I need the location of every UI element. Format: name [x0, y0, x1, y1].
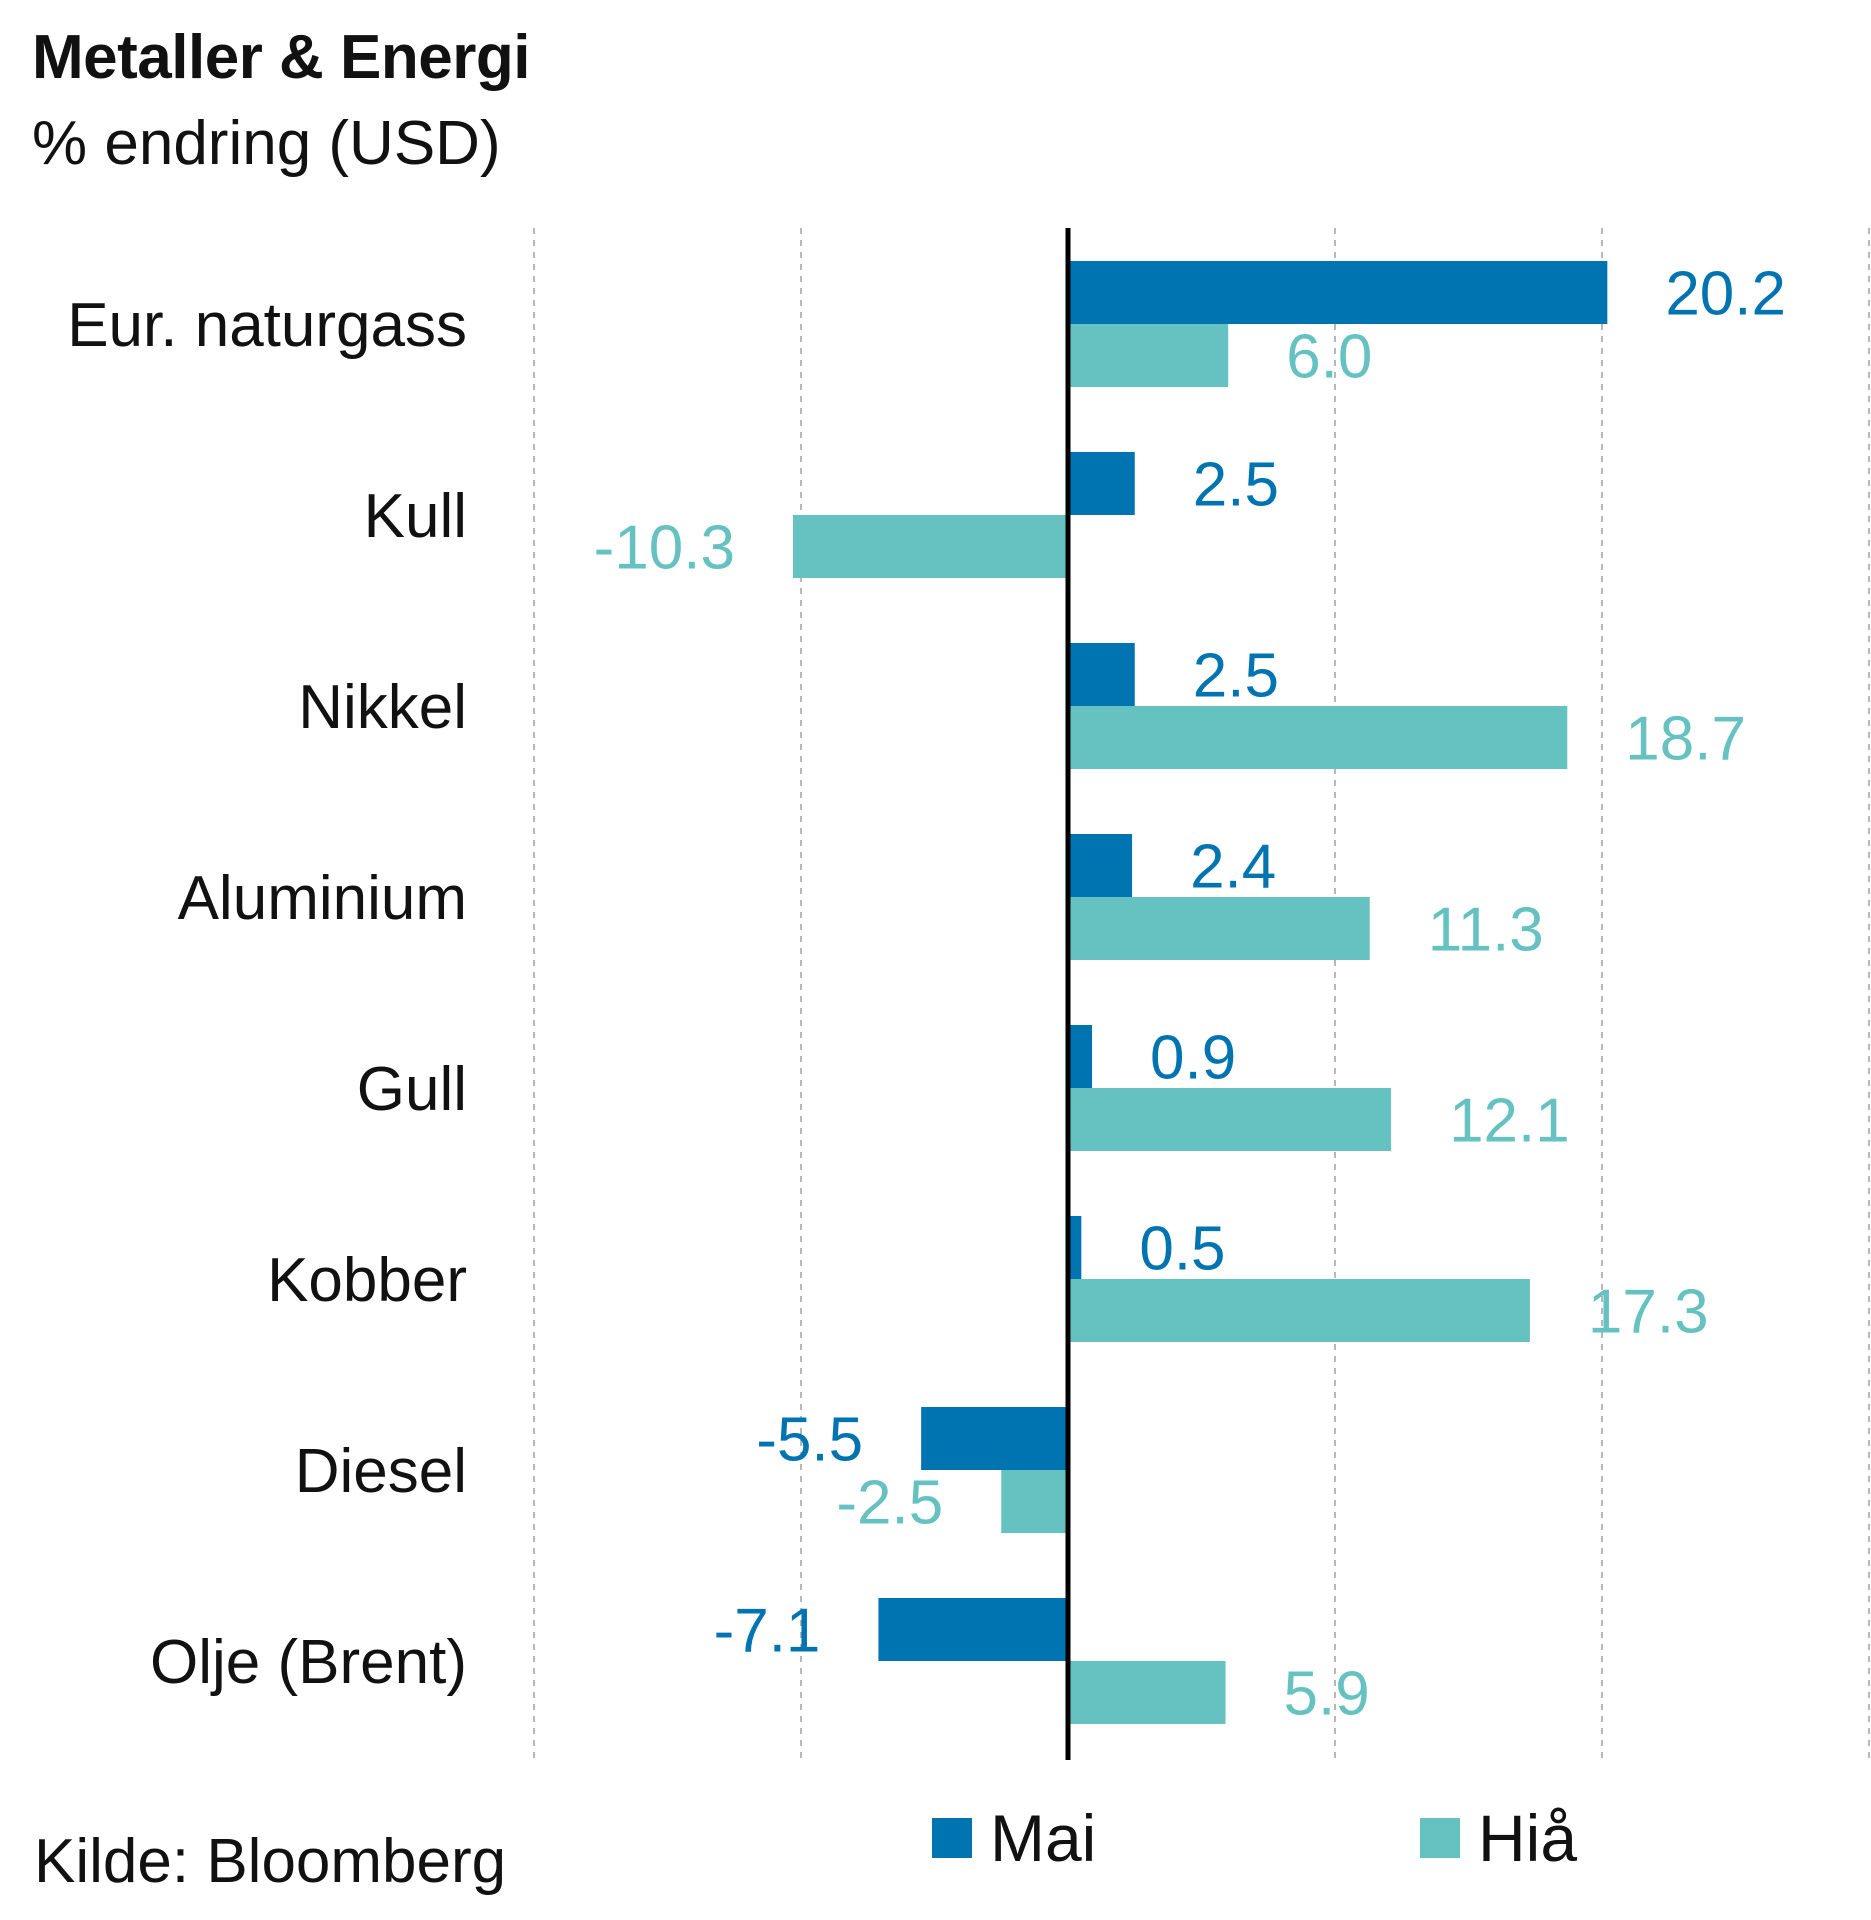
bar-hia: [1068, 897, 1370, 960]
bar-hia: [1068, 1279, 1530, 1342]
data-label-mai: -7.1: [714, 1597, 821, 1666]
bar-hia: [1068, 706, 1568, 769]
category-label: Nikkel: [298, 673, 467, 742]
category-label: Kobber: [267, 1246, 467, 1315]
data-label-mai: 0.5: [1139, 1215, 1225, 1284]
bar-hia: [1068, 324, 1229, 387]
bar-mai: [1068, 1216, 1082, 1279]
category-label: Diesel: [295, 1437, 467, 1506]
legend-item-hia: Hiå: [1420, 1800, 1577, 1876]
chart-title: Metaller & Energi: [32, 23, 530, 92]
data-label-mai: 2.5: [1193, 451, 1279, 520]
data-label-hia: -10.3: [594, 514, 735, 583]
legend-swatch-hia: [1420, 1818, 1460, 1858]
legend-swatch-mai: [932, 1818, 972, 1858]
data-label-hia: 17.3: [1588, 1278, 1709, 1347]
data-label-hia: 18.7: [1625, 705, 1746, 774]
data-label-hia: 6.0: [1286, 323, 1372, 392]
chart-subtitle: % endring (USD): [32, 109, 501, 178]
bar-hia: [1001, 1470, 1068, 1533]
category-label: Eur. naturgass: [67, 291, 467, 360]
category-label: Kull: [364, 482, 467, 551]
bar-mai: [921, 1407, 1068, 1470]
legend-label-mai: Mai: [990, 1801, 1097, 1875]
data-label-hia: 12.1: [1449, 1087, 1570, 1156]
bar-mai: [1068, 834, 1133, 897]
data-label-mai: 2.5: [1193, 642, 1279, 711]
bar-hia: [1068, 1088, 1392, 1151]
bar-mai: [1068, 261, 1608, 324]
data-label-hia: 5.9: [1284, 1660, 1370, 1729]
data-label-hia: 11.3: [1428, 896, 1544, 965]
bar-mai: [1068, 643, 1135, 706]
bar-hia: [1068, 1661, 1226, 1724]
legend-item-mai: Mai: [932, 1800, 1096, 1876]
data-label-mai: 20.2: [1665, 260, 1786, 329]
legend-label-hia: Hiå: [1478, 1801, 1578, 1875]
category-label: Gull: [357, 1055, 467, 1124]
data-label-hia: -2.5: [836, 1469, 943, 1538]
bar-mai: [1068, 1025, 1093, 1088]
source-note: Kilde: Bloomberg: [34, 1827, 507, 1896]
category-label: Aluminium: [178, 864, 467, 933]
bar-mai: [878, 1598, 1068, 1661]
category-label: Olje (Brent): [150, 1628, 467, 1697]
data-label-mai: 2.4: [1190, 833, 1276, 902]
bar-mai: [1068, 452, 1135, 515]
data-label-mai: -5.5: [756, 1406, 863, 1475]
data-label-mai: 0.9: [1150, 1024, 1236, 1093]
bar-hia: [792, 515, 1068, 578]
